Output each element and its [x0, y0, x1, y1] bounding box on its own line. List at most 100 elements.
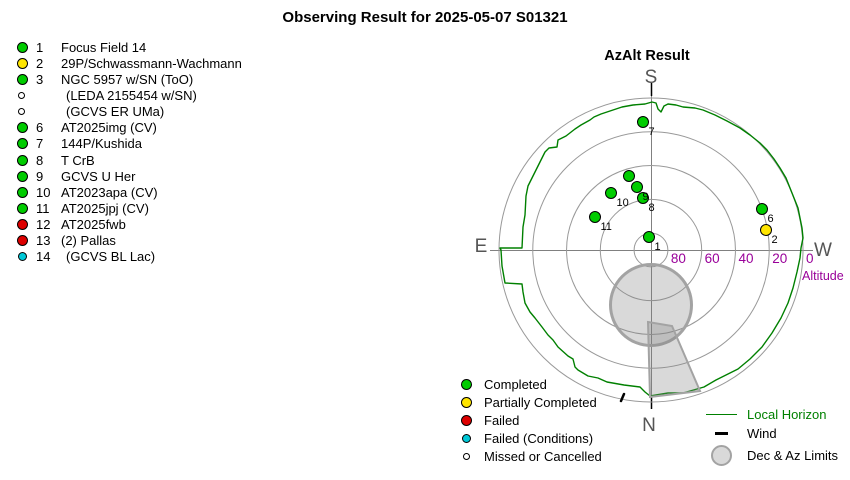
altitude-tick-label: 80 [671, 251, 686, 266]
target-list-item: (GCVS ER UMa) [17, 104, 242, 120]
target-name: 29P/Schwassmann-Wachmann [61, 55, 242, 71]
target-number: 8 [36, 152, 44, 168]
target-name: Focus Field 14 [61, 39, 147, 55]
status-dot-icon [17, 186, 28, 198]
altitude-axis-label: Altitude [802, 269, 844, 283]
target-number: 7 [36, 136, 44, 152]
target-list-item: (LEDA 2155454 w/SN) [17, 87, 242, 103]
target-number: 6 [36, 120, 44, 136]
observation-point-6 [756, 203, 768, 215]
status-dot-icon [17, 219, 28, 231]
status-dot-icon [18, 252, 27, 262]
observation-point-2 [760, 224, 772, 236]
dec-az-limits-wedge [646, 320, 702, 399]
status-legend-label: Failed [484, 412, 520, 428]
status-legend-item: Failed (Conditions) [458, 429, 602, 447]
target-list-item: 8 T CrB [17, 152, 242, 168]
target-number: 11 [36, 200, 50, 216]
observation-point-label: 2 [772, 234, 778, 246]
observation-point-11 [589, 211, 601, 223]
page-title: Observing Result for 2025-05-07 S01321 [282, 9, 568, 26]
target-name: GCVS U Her [61, 168, 136, 184]
line-green-icon [706, 414, 737, 415]
target-list: 1 Focus Field 14 2 29P/Schwassmann-Wachmann… [17, 39, 242, 265]
altitude-ring-20 [532, 131, 770, 369]
target-number: 14 [36, 249, 51, 265]
status-dot-icon [17, 170, 28, 182]
status-dot-icon [17, 41, 28, 53]
observation-point-label: 6 [768, 213, 774, 225]
target-list-item: 10 AT2023apa (CV) [17, 184, 242, 200]
status-dot-icon [18, 91, 25, 99]
observation-point-10 [605, 187, 617, 199]
target-name: (GCVS ER UMa) [66, 104, 165, 120]
observation-point-label: 10 [617, 197, 629, 209]
local-horizon-line [499, 101, 804, 397]
target-name: AT2025img (CV) [61, 120, 157, 136]
target-name: T CrB [61, 152, 95, 168]
altitude-tick-label: 20 [772, 251, 787, 266]
altitude-ring-60 [599, 198, 703, 302]
observation-point-label: 9 [643, 191, 649, 203]
altitude-ring-0 [498, 97, 804, 403]
plot-legend-item: Wind [698, 424, 838, 443]
plot-title: AzAlt Result [604, 48, 690, 64]
status-dot-icon [18, 108, 25, 116]
status-dot-icon [17, 235, 28, 247]
target-number: 2 [36, 55, 44, 71]
cardinal-east: E [475, 236, 488, 257]
target-number: 12 [36, 217, 51, 233]
plot-legend-label: Dec & Az Limits [747, 447, 839, 463]
status-legend: Completed Partially Completed Failed Failed… [458, 375, 602, 465]
altitude-tick-label: 0 [806, 251, 814, 266]
target-list-item: 3 NGC 5957 w/SN (ToO) [17, 71, 242, 87]
observation-point-3 [623, 170, 635, 182]
altitude-tick-label: 60 [705, 251, 720, 266]
status-dot-icon [17, 57, 28, 69]
target-list-item: 7 144P/Kushida [17, 136, 242, 152]
observation-point-1 [643, 231, 655, 243]
observation-point-7 [637, 116, 649, 128]
plot-legend-label: Wind [747, 426, 777, 441]
target-name: (2) Pallas [61, 233, 116, 249]
wind-marker [619, 392, 626, 403]
status-dot-icon [460, 414, 472, 426]
status-dot-icon [462, 433, 471, 443]
status-dot-icon [17, 122, 28, 134]
status-dot-icon [460, 396, 472, 408]
altitude-tick-label: 40 [738, 251, 753, 266]
status-legend-label: Completed [484, 376, 547, 392]
observation-point-label: 11 [601, 221, 612, 233]
observation-point-label: 7 [649, 126, 655, 138]
plot-legend: Local Horizon Wind Dec & Az Limits [698, 405, 838, 467]
plot-legend-item: Dec & Az Limits [698, 443, 838, 467]
target-name: NGC 5957 w/SN (ToO) [61, 71, 194, 87]
target-list-item: 14 (GCVS BL Lac) [17, 249, 242, 265]
status-legend-label: Failed (Conditions) [484, 430, 594, 446]
status-dot-icon [463, 452, 470, 460]
status-legend-item: Partially Completed [458, 393, 602, 411]
status-dot-icon [17, 73, 28, 85]
status-legend-label: Partially Completed [484, 394, 597, 410]
target-list-item: 11 AT2025jpj (CV) [17, 200, 242, 216]
target-number: 10 [36, 184, 51, 200]
status-dot-icon [17, 202, 28, 214]
observation-point-8 [637, 192, 649, 204]
status-legend-item: Failed [458, 411, 602, 429]
plot-legend-label: Local Horizon [747, 407, 827, 422]
target-name: 144P/Kushida [61, 136, 142, 152]
target-name: AT2025jpj (CV) [61, 200, 149, 216]
altitude-ring-40 [566, 165, 736, 335]
target-name: (GCVS BL Lac) [66, 249, 156, 265]
target-list-item: 1 Focus Field 14 [17, 39, 242, 55]
observation-point-label: 8 [649, 202, 655, 214]
status-dot-icon [460, 378, 472, 390]
target-list-item: 2 29P/Schwassmann-Wachmann [17, 55, 242, 71]
status-dot-icon [17, 154, 28, 166]
status-dot-icon [17, 138, 28, 150]
status-legend-label: Missed or Cancelled [484, 448, 602, 464]
observation-point-9 [631, 181, 643, 193]
target-name: AT2023apa (CV) [61, 184, 158, 200]
